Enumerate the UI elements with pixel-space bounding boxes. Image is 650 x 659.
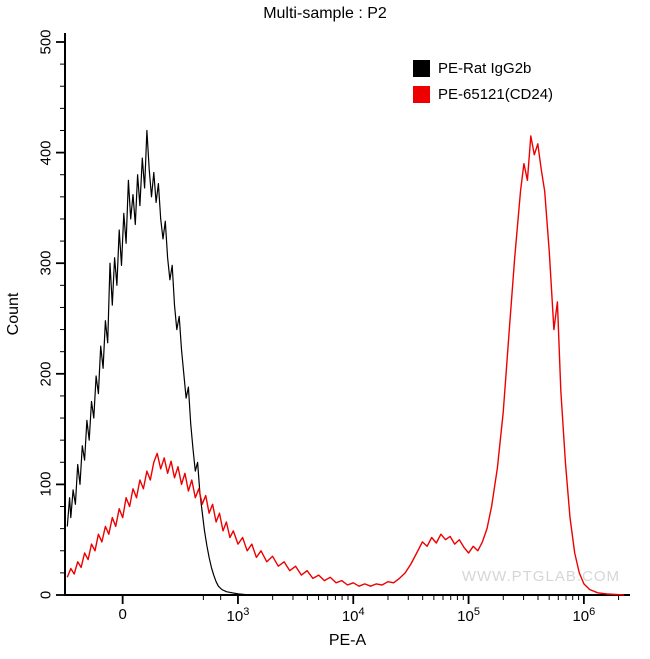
x-axis-title: PE-A bbox=[328, 632, 367, 649]
legend-label-cd24: PE-65121(CD24) bbox=[438, 86, 554, 103]
x-tick-label: 103 bbox=[226, 606, 250, 625]
legend: PE-Rat IgG2b PE-65121(CD24) bbox=[413, 60, 553, 112]
legend-item-igg2b: PE-Rat IgG2b bbox=[413, 60, 553, 77]
series-cd24 bbox=[66, 135, 625, 596]
y-tick-label: 500 bbox=[37, 29, 55, 55]
legend-item-cd24: PE-65121(CD24) bbox=[413, 86, 553, 103]
watermark: WWW.PTGLAB.COM bbox=[461, 568, 620, 585]
x-tick-label: 106 bbox=[572, 606, 596, 625]
legend-swatch-black bbox=[413, 60, 430, 77]
y-axis-title: Count bbox=[5, 292, 22, 336]
chart-title: Multi-sample : P2 bbox=[263, 5, 387, 22]
y-tick-label: 400 bbox=[37, 140, 55, 166]
x-tick-label: 105 bbox=[457, 606, 480, 625]
y-tick-label: 100 bbox=[37, 471, 55, 497]
y-tick-label: 0 bbox=[37, 590, 55, 600]
x-tick-label: 104 bbox=[341, 606, 365, 625]
y-tick-label: 200 bbox=[37, 361, 55, 387]
series-igg2b-control bbox=[66, 129, 273, 596]
legend-swatch-red bbox=[413, 86, 430, 103]
legend-label-igg2b: PE-Rat IgG2b bbox=[438, 60, 532, 77]
y-tick-label: 300 bbox=[37, 250, 55, 276]
x-tick-label: 0 bbox=[118, 606, 127, 623]
